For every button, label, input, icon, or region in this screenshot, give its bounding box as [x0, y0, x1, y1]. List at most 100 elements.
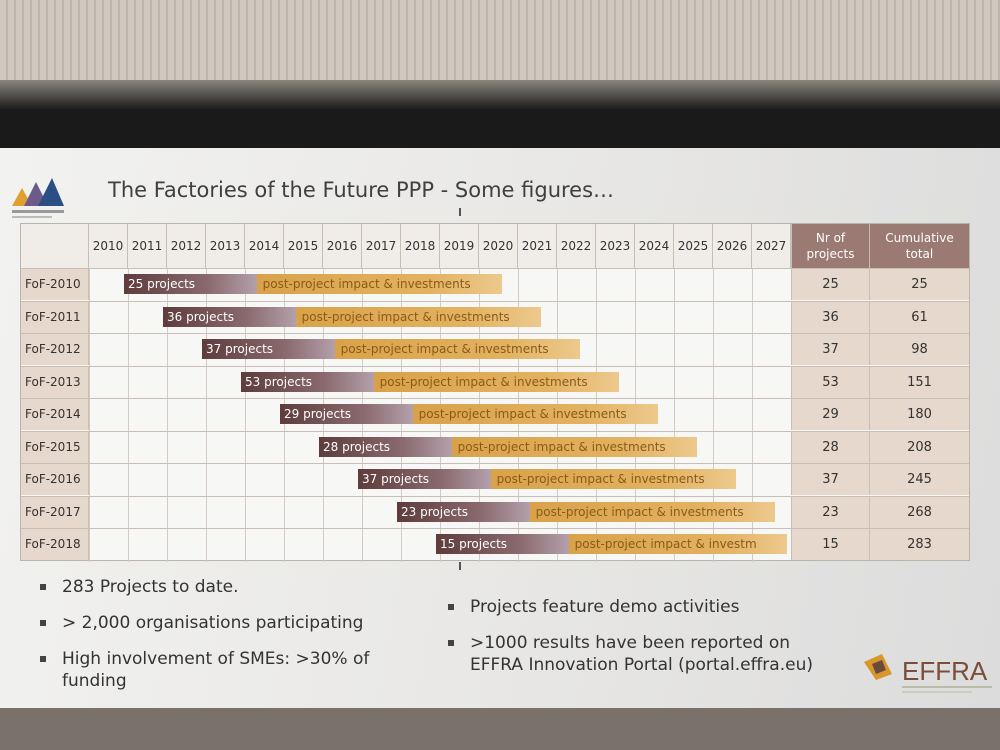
year-header: 2022 — [557, 224, 596, 268]
grid-line — [752, 268, 753, 562]
year-header: 2025 — [674, 224, 713, 268]
nr-projects-cell: 37 — [791, 464, 869, 495]
year-header: 2015 — [284, 224, 323, 268]
projects-bar: 29 projects — [280, 404, 421, 424]
cumulative-cell: 151 — [869, 366, 969, 398]
cumulative-cell: 283 — [869, 529, 969, 560]
year-header: 2012 — [167, 224, 206, 268]
table-row: FoF-2011 36 projects post-project impact &… — [21, 300, 969, 333]
year-header: 2014 — [245, 224, 284, 268]
year-header: 2026 — [713, 224, 752, 268]
table-row: FoF-2014 29 projects post-project impact &… — [21, 398, 969, 430]
nr-projects-cell: 28 — [791, 431, 869, 463]
year-header: 2024 — [635, 224, 674, 268]
cumulative-cell: 180 — [869, 399, 969, 430]
grid-line — [674, 268, 675, 562]
year-header: 2016 — [323, 224, 362, 268]
projects-bar: 23 projects — [397, 501, 538, 522]
grid-line — [89, 268, 90, 562]
grid-line — [128, 268, 129, 562]
timeline-table: 2010 2011 2012 2013 2014 2015 2016 2017 2018 2019… — [20, 223, 970, 562]
impact-bar: post-project impact & investments — [451, 436, 698, 457]
projects-bar: 15 projects — [436, 534, 577, 554]
projection-screen: The Factories of the Future PPP - Some f… — [0, 148, 1000, 708]
impact-bar: post-project impact & investments — [529, 501, 776, 522]
table-row: FoF-2017 23 projects post-project impact &… — [21, 495, 969, 528]
year-header: 2023 — [596, 224, 635, 268]
year-header: 2013 — [206, 224, 245, 268]
cumulative-cell: 245 — [869, 464, 969, 495]
bullets-left: 283 Projects to date. > 2,000 organisatio… — [38, 576, 418, 706]
nr-projects-cell: 25 — [791, 269, 869, 300]
table-row: FoF-2015 28 projects post-project impact &… — [21, 430, 969, 463]
row-label: FoF-2013 — [21, 366, 89, 398]
year-header: 2017 — [362, 224, 401, 268]
bullets-right: Projects feature demo activities >1000 re… — [446, 596, 826, 690]
row-label: FoF-2010 — [21, 269, 89, 300]
projects-bar: 28 projects — [319, 436, 460, 457]
table-row: FoF-2018 15 projects post-project impact &… — [21, 528, 969, 560]
projects-bar: 25 projects — [124, 274, 265, 294]
nr-projects-cell: 15 — [791, 529, 869, 560]
impact-bar: post-project impact & investments — [490, 469, 737, 489]
row-label: FoF-2018 — [21, 529, 89, 560]
impact-bar: post-project impact & investments — [373, 371, 620, 392]
grid-line — [713, 268, 714, 562]
bullet-item: > 2,000 organisations participating — [38, 612, 418, 634]
bullet-item: High involvement of SMEs: >30% of fundin… — [38, 648, 418, 692]
tick-marker-bottom — [459, 562, 461, 570]
impact-bar: post-project impact & investments — [256, 274, 503, 294]
year-header: 2011 — [128, 224, 167, 268]
impact-bar: post-project impact & investments — [334, 339, 581, 359]
tick-marker-top — [459, 208, 461, 216]
impact-bar: post-project impact & investments — [295, 306, 542, 327]
row-label: FoF-2011 — [21, 301, 89, 333]
grid-line — [206, 268, 207, 562]
table-row: FoF-2010 25 projects post-project impact &… — [21, 268, 969, 300]
floor — [0, 708, 1000, 750]
year-header: 2010 — [89, 224, 128, 268]
projects-bar: 37 projects — [358, 469, 499, 489]
effra-logo-text: EFFRA — [902, 656, 988, 686]
cumulative-cell: 25 — [869, 269, 969, 300]
year-header: 2019 — [440, 224, 479, 268]
cumulative-cell: 61 — [869, 301, 969, 333]
projects-bar: 37 projects — [202, 339, 343, 359]
impact-bar: post-project impact & investm — [568, 534, 787, 554]
bullet-item: >1000 results have been reported on EFFR… — [446, 632, 826, 676]
effra-logo: EFFRA — [864, 654, 992, 693]
cumulative-cell: 268 — [869, 496, 969, 528]
projects-bar: 36 projects — [163, 306, 304, 327]
grid-line — [245, 268, 246, 562]
fof-logo-icon — [12, 178, 64, 218]
bullet-item: Projects feature demo activities — [446, 596, 826, 618]
cumulative-cell: 208 — [869, 431, 969, 463]
year-header: 2027 — [752, 224, 791, 268]
row-label: FoF-2017 — [21, 496, 89, 528]
grid-line — [167, 268, 168, 562]
ceiling-shadow — [0, 80, 1000, 110]
year-header: 2021 — [518, 224, 557, 268]
nr-projects-cell: 23 — [791, 496, 869, 528]
table-row: FoF-2012 37 projects post-project impact &… — [21, 333, 969, 365]
year-header: 2018 — [401, 224, 440, 268]
nr-projects-cell: 37 — [791, 334, 869, 365]
cumulative-header: Cumulative total — [869, 224, 969, 268]
nr-projects-header: Nr of projects — [791, 224, 869, 268]
row-label: FoF-2015 — [21, 431, 89, 463]
row-label: FoF-2012 — [21, 334, 89, 365]
bullet-item: 283 Projects to date. — [38, 576, 418, 598]
projects-bar: 53 projects — [241, 371, 382, 392]
cumulative-cell: 98 — [869, 334, 969, 365]
table-row: FoF-2013 53 projects post-project impact &… — [21, 365, 969, 398]
nr-projects-cell: 53 — [791, 366, 869, 398]
year-header: 2020 — [479, 224, 518, 268]
table-row: FoF-2016 37 projects post-project impact &… — [21, 463, 969, 495]
row-label: FoF-2014 — [21, 399, 89, 430]
slide-title: The Factories of the Future PPP - Some f… — [108, 178, 615, 202]
nr-projects-cell: 36 — [791, 301, 869, 333]
row-label: FoF-2016 — [21, 464, 89, 495]
header-corner — [21, 224, 89, 268]
impact-bar: post-project impact & investments — [412, 404, 659, 424]
nr-projects-cell: 29 — [791, 399, 869, 430]
